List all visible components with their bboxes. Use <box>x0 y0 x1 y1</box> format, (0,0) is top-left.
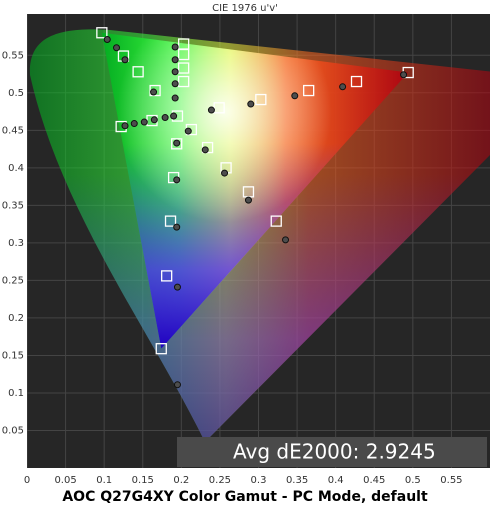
target-marker <box>177 48 190 61</box>
measured-marker <box>121 56 129 64</box>
x-tick-label: 0.2 <box>173 475 189 486</box>
x-tick-label: 0.5 <box>405 475 421 486</box>
x-tick-label: 0.45 <box>363 475 385 486</box>
target-marker <box>201 141 214 154</box>
target-marker <box>213 102 225 114</box>
measured-marker <box>244 196 252 204</box>
y-tick-label: 0.05 <box>2 425 24 436</box>
measured-marker <box>113 44 121 52</box>
chart-title: CIE 1976 u'v' <box>212 3 278 14</box>
measured-marker <box>171 80 179 88</box>
x-tick-label: 0.35 <box>286 475 308 486</box>
y-tick-label: 0.1 <box>8 388 24 399</box>
measured-marker <box>150 88 158 96</box>
y-tick-label: 0.2 <box>8 313 24 324</box>
measured-marker <box>171 68 179 76</box>
measured-marker <box>130 120 138 128</box>
gamut-white <box>101 32 409 349</box>
x-tick-label: 0.15 <box>132 475 154 486</box>
y-tick-label: 0.25 <box>2 275 24 286</box>
measured-marker <box>201 146 209 154</box>
x-tick-label: 0.05 <box>54 475 76 486</box>
target-marker <box>255 93 267 106</box>
measured-marker <box>173 283 181 291</box>
measured-marker <box>184 127 192 135</box>
annotation-box <box>177 437 487 467</box>
measured-marker <box>173 139 181 147</box>
measured-marker <box>291 92 299 100</box>
measured-marker <box>247 100 255 108</box>
target-marker <box>132 66 144 78</box>
target-marker <box>96 27 108 39</box>
x-tick-label: 0 <box>24 475 30 486</box>
target-marker <box>177 75 190 88</box>
target-marker <box>270 215 282 227</box>
target-marker <box>171 138 183 150</box>
y-tick-label: 0.55 <box>2 50 24 61</box>
measured-marker <box>400 71 408 79</box>
measured-marker <box>140 118 148 126</box>
measured-marker <box>161 114 169 122</box>
y-tick-label: 0.3 <box>8 238 24 249</box>
measured-marker <box>171 43 179 51</box>
measured-marker <box>171 56 179 64</box>
measured-marker <box>282 236 290 244</box>
y-tick-label: 0.15 <box>2 350 24 361</box>
measured-marker <box>173 176 181 184</box>
target-marker <box>155 343 167 355</box>
x-tick-label: 0.1 <box>96 475 112 486</box>
measured-marker <box>103 36 111 44</box>
measured-marker <box>173 223 181 231</box>
measured-marker <box>173 381 181 389</box>
x-tick-label: 0.4 <box>328 475 344 486</box>
x-tick-label: 0.25 <box>209 475 231 486</box>
y-tick-label: 0.45 <box>2 125 24 136</box>
measured-marker <box>150 116 158 124</box>
target-marker <box>350 75 363 88</box>
target-marker <box>149 84 161 97</box>
measured-marker <box>339 83 347 91</box>
measured-marker <box>121 122 129 130</box>
caption: AOC Q27G4XY Color Gamut - PC Mode, defau… <box>62 489 428 505</box>
annotation: Avg dE2000: 2.9245 <box>233 440 436 464</box>
target-marker <box>303 84 315 97</box>
measured-marker <box>221 169 229 177</box>
y-tick-label: 0.4 <box>8 163 24 174</box>
target-marker <box>164 215 177 227</box>
y-tick-label: 0.35 <box>2 200 24 211</box>
y-tick-label: 0.5 <box>8 88 24 99</box>
measured-marker <box>207 106 215 114</box>
measured-marker <box>171 94 179 102</box>
target-marker <box>177 62 190 74</box>
target-marker <box>161 270 173 282</box>
measured-marker <box>170 112 178 120</box>
x-tick-label: 0.55 <box>440 475 462 486</box>
x-tick-label: 0.3 <box>251 475 267 486</box>
